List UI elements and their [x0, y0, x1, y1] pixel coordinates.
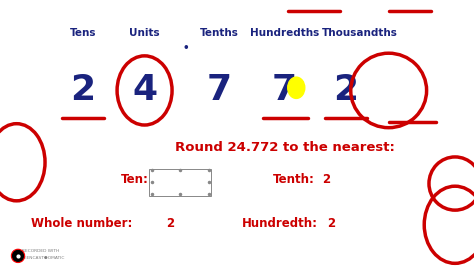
Ellipse shape [11, 249, 25, 263]
Text: Thousandths: Thousandths [322, 28, 398, 38]
Text: 7: 7 [272, 73, 297, 107]
Text: Tens: Tens [70, 28, 96, 38]
Text: Tenth:: Tenth: [273, 173, 314, 186]
Text: 7: 7 [207, 73, 232, 107]
Text: 2: 2 [322, 173, 330, 186]
Text: 2: 2 [333, 73, 359, 107]
Text: Round 24.772 to the nearest:: Round 24.772 to the nearest: [175, 141, 395, 154]
Text: Ten:: Ten: [121, 173, 149, 186]
Text: RECORDED WITH: RECORDED WITH [22, 249, 59, 253]
FancyBboxPatch shape [149, 169, 211, 196]
Text: 20: 20 [159, 173, 175, 186]
Text: 2: 2 [166, 217, 174, 230]
Text: Units: Units [129, 28, 160, 38]
Text: 4: 4 [132, 73, 157, 107]
Text: Hundredth:: Hundredth: [242, 217, 318, 230]
Text: 2: 2 [327, 217, 335, 230]
Text: Hundredths: Hundredths [250, 28, 319, 38]
Text: SCREENCAST●OMATIC: SCREENCAST●OMATIC [16, 256, 65, 260]
Ellipse shape [288, 77, 305, 98]
Text: Tenths: Tenths [200, 28, 239, 38]
Text: Whole number:: Whole number: [31, 217, 132, 230]
Text: 2: 2 [70, 73, 96, 107]
Text: •: • [183, 43, 190, 53]
